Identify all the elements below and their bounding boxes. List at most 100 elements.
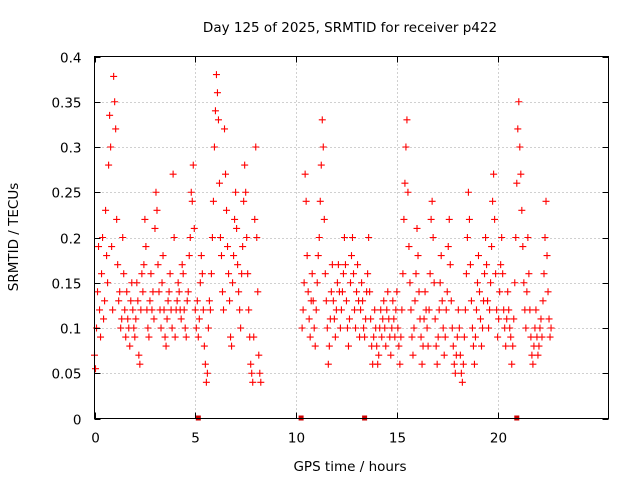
data-point	[429, 234, 437, 241]
data-point	[247, 360, 255, 368]
data-point	[370, 333, 378, 341]
data-point	[456, 351, 464, 359]
data-point	[537, 315, 545, 323]
data-point	[242, 188, 250, 196]
data-point	[224, 243, 232, 251]
data-point	[178, 261, 186, 269]
data-point	[139, 288, 147, 296]
data-point	[322, 297, 330, 305]
data-point	[170, 234, 178, 241]
data-point	[511, 279, 519, 287]
data-point	[457, 369, 465, 377]
data-point	[201, 360, 209, 368]
data-point	[545, 315, 553, 323]
data-point	[418, 360, 426, 368]
data-point	[421, 288, 429, 296]
data-point	[484, 297, 492, 305]
data-point	[391, 333, 399, 341]
data-point	[244, 270, 252, 278]
data-point	[479, 324, 487, 332]
data-point	[354, 261, 362, 269]
data-point	[239, 243, 247, 251]
data-point	[248, 369, 256, 377]
data-point	[482, 234, 490, 241]
data-point	[145, 333, 153, 341]
data-point	[122, 333, 130, 341]
data-point	[331, 333, 339, 341]
data-point	[458, 378, 466, 386]
data-point	[540, 270, 548, 278]
data-point	[200, 342, 208, 350]
data-point	[402, 143, 410, 151]
data-point	[509, 342, 517, 350]
data-point	[377, 306, 385, 314]
data-point	[198, 270, 206, 278]
data-point	[179, 270, 187, 278]
data-point	[193, 297, 201, 305]
data-point	[311, 342, 319, 350]
data-point	[353, 288, 361, 296]
data-point	[238, 270, 246, 278]
data-point	[517, 170, 525, 178]
data-point	[111, 98, 119, 106]
data-point	[338, 288, 346, 296]
x-tick-label: 15	[389, 431, 406, 447]
data-point	[131, 333, 139, 341]
data-point	[236, 306, 244, 314]
data-point	[152, 188, 160, 196]
data-point	[522, 324, 530, 332]
data-point	[478, 342, 486, 350]
data-point	[213, 89, 221, 97]
data-point	[230, 252, 238, 260]
data-point	[534, 351, 542, 359]
data-point	[150, 315, 158, 323]
x-tick-label: 10	[288, 431, 305, 447]
data-point	[214, 116, 222, 124]
data-point	[439, 324, 447, 332]
data-point	[315, 234, 323, 241]
data-point	[434, 333, 442, 341]
data-point	[189, 161, 197, 169]
data-point	[413, 224, 421, 232]
data-point	[203, 369, 211, 377]
data-point	[412, 270, 420, 278]
data-point	[339, 270, 347, 278]
data-point	[401, 179, 409, 187]
data-point	[381, 324, 389, 332]
data-point	[154, 261, 162, 269]
data-point	[317, 161, 325, 169]
data-point	[437, 252, 445, 260]
data-point	[185, 252, 193, 260]
data-point	[197, 252, 205, 260]
data-point	[396, 360, 404, 368]
data-point	[254, 288, 262, 296]
data-point	[423, 324, 431, 332]
data-point	[346, 279, 354, 287]
data-point	[414, 252, 422, 260]
data-point	[117, 324, 125, 332]
data-point	[498, 234, 506, 241]
data-point	[226, 297, 234, 305]
data-point	[166, 270, 174, 278]
data-point	[302, 197, 310, 205]
data-point	[395, 342, 403, 350]
data-point	[399, 270, 407, 278]
data-point	[361, 333, 369, 341]
data-point	[397, 333, 405, 341]
data-point	[536, 324, 544, 332]
data-point	[252, 143, 260, 151]
data-point	[209, 197, 217, 205]
data-point	[470, 360, 478, 368]
data-point	[513, 179, 521, 187]
data-point	[519, 243, 527, 251]
data-point	[438, 297, 446, 305]
data-point	[443, 288, 451, 296]
data-point	[349, 234, 357, 241]
data-point	[159, 252, 167, 260]
data-point	[216, 234, 224, 241]
data-point	[303, 252, 311, 260]
data-point	[526, 306, 534, 314]
data-point	[546, 333, 554, 341]
data-point	[321, 270, 329, 278]
data-point	[250, 333, 258, 341]
